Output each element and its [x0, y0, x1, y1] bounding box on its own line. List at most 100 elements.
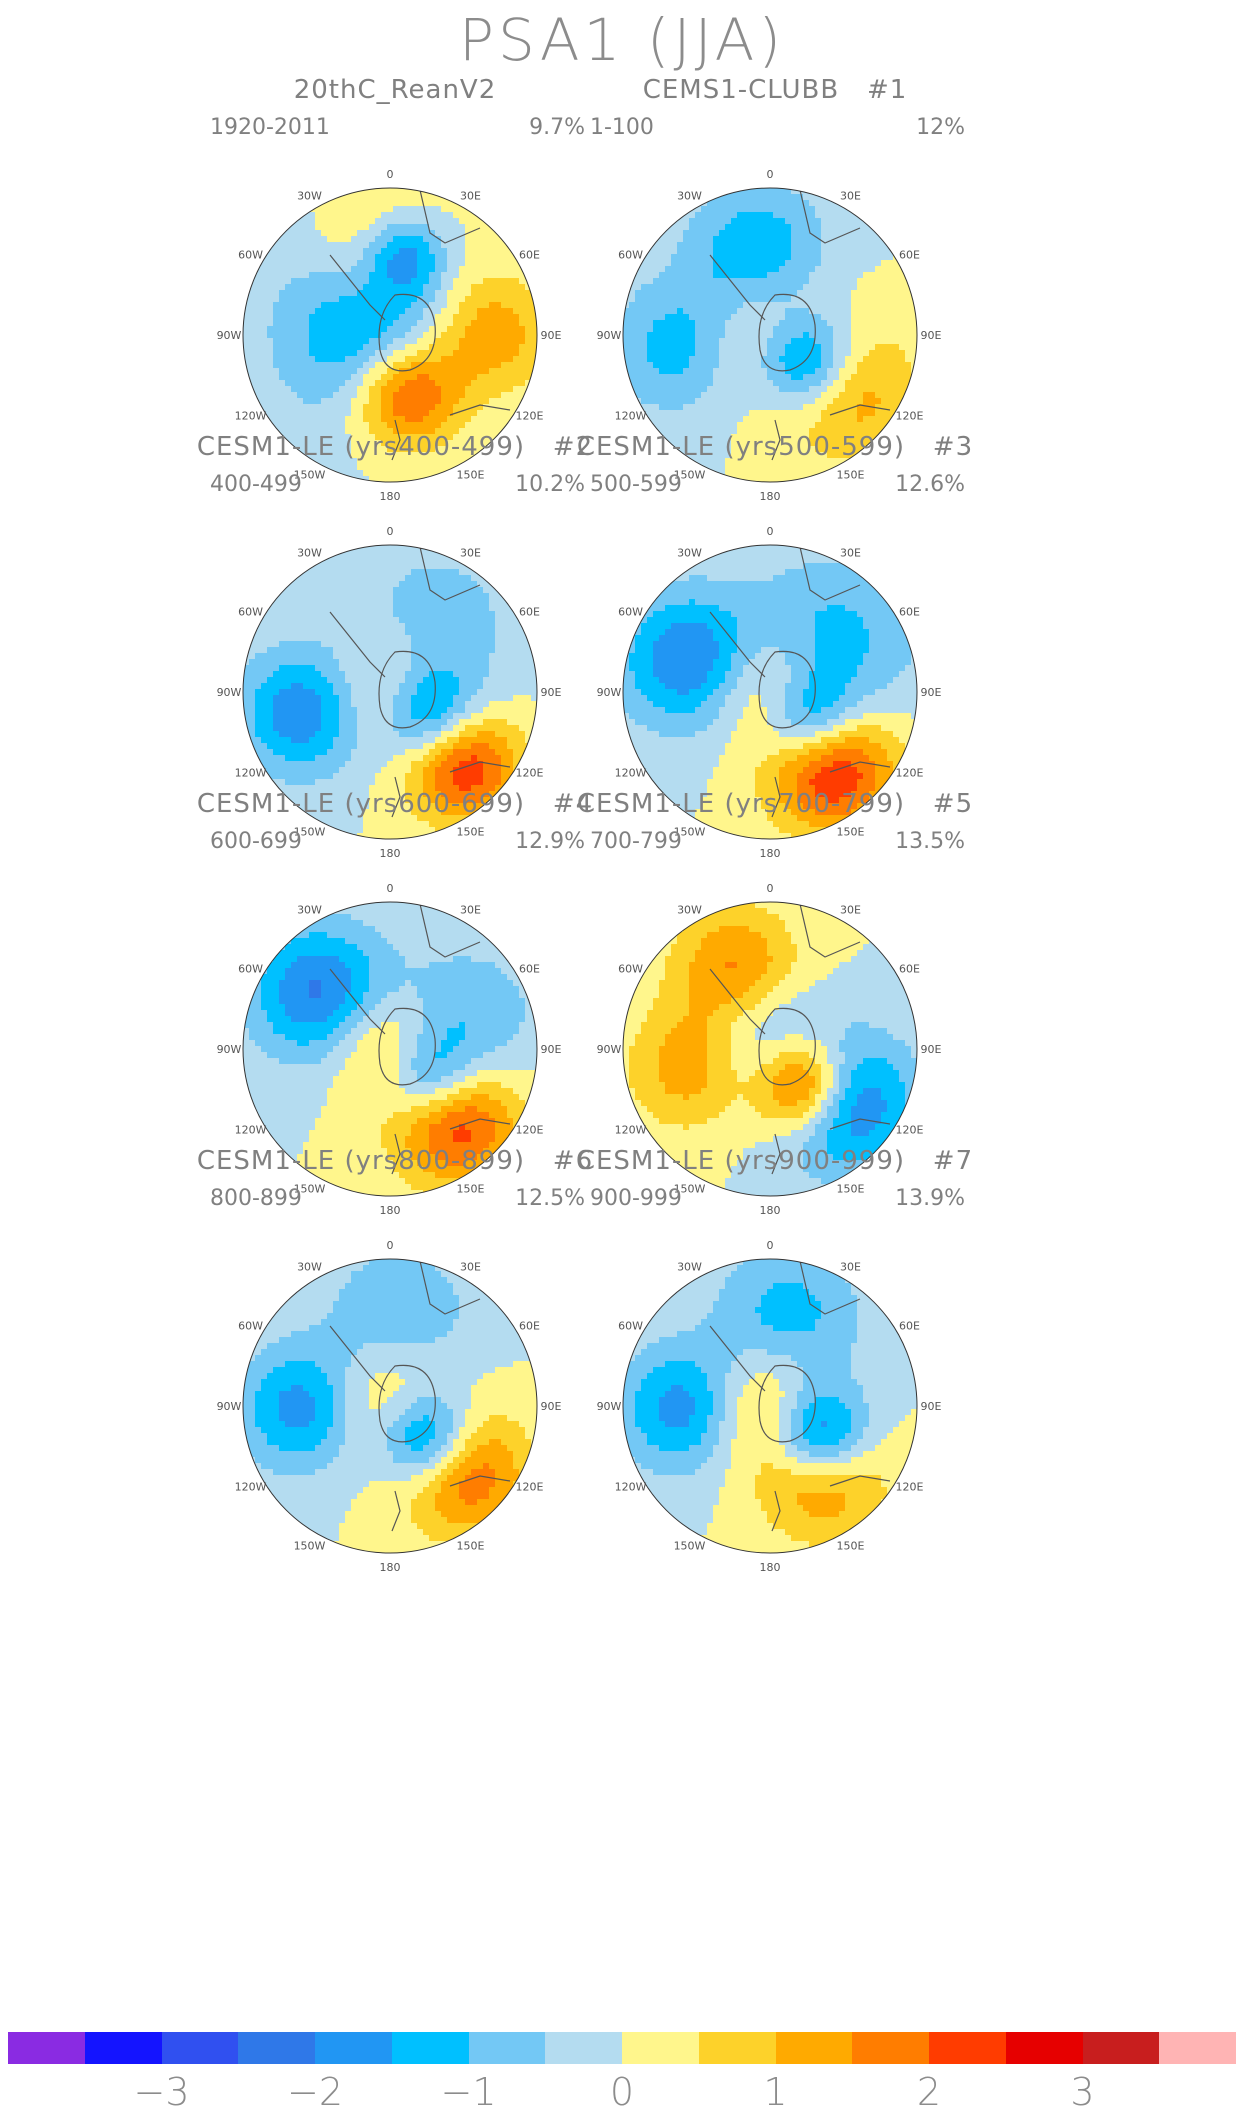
longitude-label: 90W: [597, 686, 622, 699]
longitude-label: 120E: [515, 1124, 543, 1137]
longitude-label: 0: [387, 1239, 394, 1252]
longitude-label: 120E: [515, 767, 543, 780]
longitude-label: 90W: [597, 329, 622, 342]
longitude-label: 60W: [618, 963, 643, 976]
colorbar-swatch: [8, 2032, 85, 2064]
longitude-label: 0: [387, 525, 394, 538]
longitude-label: 120E: [515, 410, 543, 423]
longitude-label: 90E: [921, 1043, 942, 1056]
colorbar-swatch: [1006, 2032, 1083, 2064]
longitude-label: 30E: [840, 547, 861, 560]
longitude-label: 0: [767, 882, 774, 895]
longitude-label: 180: [760, 1561, 781, 1574]
colorbar-swatch: [1083, 2032, 1160, 2064]
colorbar-swatch: [315, 2032, 392, 2064]
longitude-label: 30W: [677, 1261, 702, 1274]
longitude-label: 60W: [238, 606, 263, 619]
colorbar-swatch: [545, 2032, 622, 2064]
longitude-label: 90W: [217, 686, 242, 699]
longitude-label: 30E: [460, 904, 481, 917]
longitude-label: 150W: [674, 1539, 706, 1552]
longitude-label: 60E: [519, 249, 540, 262]
longitude-label: 120E: [895, 410, 923, 423]
longitude-label: 180: [380, 1561, 401, 1574]
colorbar-tick-label: 0: [610, 2070, 634, 2114]
longitude-label: 90E: [921, 329, 942, 342]
longitude-label: 30W: [297, 1261, 322, 1274]
longitude-label: 60W: [238, 249, 263, 262]
longitude-label: 90W: [597, 1400, 622, 1413]
longitude-label: 60E: [899, 963, 920, 976]
longitude-label: 150E: [837, 1539, 865, 1552]
longitude-label: 120E: [895, 1124, 923, 1137]
longitude-label: 120W: [615, 1481, 647, 1494]
longitude-label: 0: [767, 1239, 774, 1252]
longitude-label: 120W: [235, 410, 267, 423]
colorbar-tick-label: 2: [917, 2070, 941, 2114]
longitude-label: 30E: [840, 904, 861, 917]
longitude-label: 60W: [238, 963, 263, 976]
colorbar-tick-label: −1: [440, 2070, 496, 2114]
longitude-label: 90E: [921, 1400, 942, 1413]
longitude-label: 60E: [519, 1320, 540, 1333]
colorbar-swatch: [85, 2032, 162, 2064]
longitude-label: 0: [387, 168, 394, 181]
colorbar: [8, 2032, 1236, 2064]
colorbar-swatch: [1159, 2032, 1236, 2064]
longitude-label: 60W: [618, 249, 643, 262]
longitude-label: 30W: [297, 904, 322, 917]
longitude-label: 30E: [460, 547, 481, 560]
longitude-label: 60E: [519, 963, 540, 976]
longitude-label: 30E: [840, 1261, 861, 1274]
longitude-label: 120E: [515, 1481, 543, 1494]
longitude-label: 90W: [217, 1043, 242, 1056]
longitude-label: 120W: [615, 410, 647, 423]
longitude-label: 120W: [235, 1481, 267, 1494]
colorbar-tick-label: 3: [1070, 2070, 1094, 2114]
longitude-label: 30E: [460, 1261, 481, 1274]
longitude-label: 90W: [217, 329, 242, 342]
longitude-label: 120E: [895, 1481, 923, 1494]
longitude-label: 0: [767, 168, 774, 181]
contour-field: [623, 1259, 918, 1554]
longitude-label: 30W: [677, 190, 702, 203]
longitude-label: 90W: [217, 1400, 242, 1413]
longitude-label: 60E: [899, 606, 920, 619]
longitude-label: 0: [767, 525, 774, 538]
colorbar-swatch: [929, 2032, 1006, 2064]
colorbar-swatch: [392, 2032, 469, 2064]
colorbar-tick-label: −3: [133, 2070, 189, 2114]
longitude-label: 30W: [677, 904, 702, 917]
longitude-label: 120W: [615, 1124, 647, 1137]
colorbar-swatch: [469, 2032, 546, 2064]
colorbar-tick-label: 1: [763, 2070, 787, 2114]
longitude-label: 120W: [235, 1124, 267, 1137]
longitude-label: 150E: [457, 1539, 485, 1552]
polar-map: 0 30E 60E 90E 120E 150E 180 150W 120W 90W 60W 30W: [555, 1146, 995, 1626]
colorbar-swatch: [852, 2032, 929, 2064]
colorbar-swatch: [622, 2032, 699, 2064]
longitude-label: 30W: [297, 547, 322, 560]
longitude-label: 30E: [460, 190, 481, 203]
longitude-label: 120W: [615, 767, 647, 780]
longitude-label: 90E: [921, 686, 942, 699]
longitude-label: 60W: [618, 1320, 643, 1333]
figure-title: PSA1 (JJA): [0, 6, 1244, 74]
longitude-label: 150W: [294, 1539, 326, 1552]
longitude-label: 60E: [519, 606, 540, 619]
longitude-label: 30W: [297, 190, 322, 203]
longitude-label: 60E: [899, 1320, 920, 1333]
longitude-label: 30E: [840, 190, 861, 203]
longitude-label: 90W: [597, 1043, 622, 1056]
longitude-label: 60W: [618, 606, 643, 619]
colorbar-swatch: [162, 2032, 239, 2064]
longitude-label: 60E: [899, 249, 920, 262]
colorbar-swatch: [699, 2032, 776, 2064]
colorbar-tick-label: −2: [287, 2070, 343, 2114]
longitude-label: 0: [387, 882, 394, 895]
longitude-label: 120W: [235, 767, 267, 780]
longitude-label: 30W: [677, 547, 702, 560]
